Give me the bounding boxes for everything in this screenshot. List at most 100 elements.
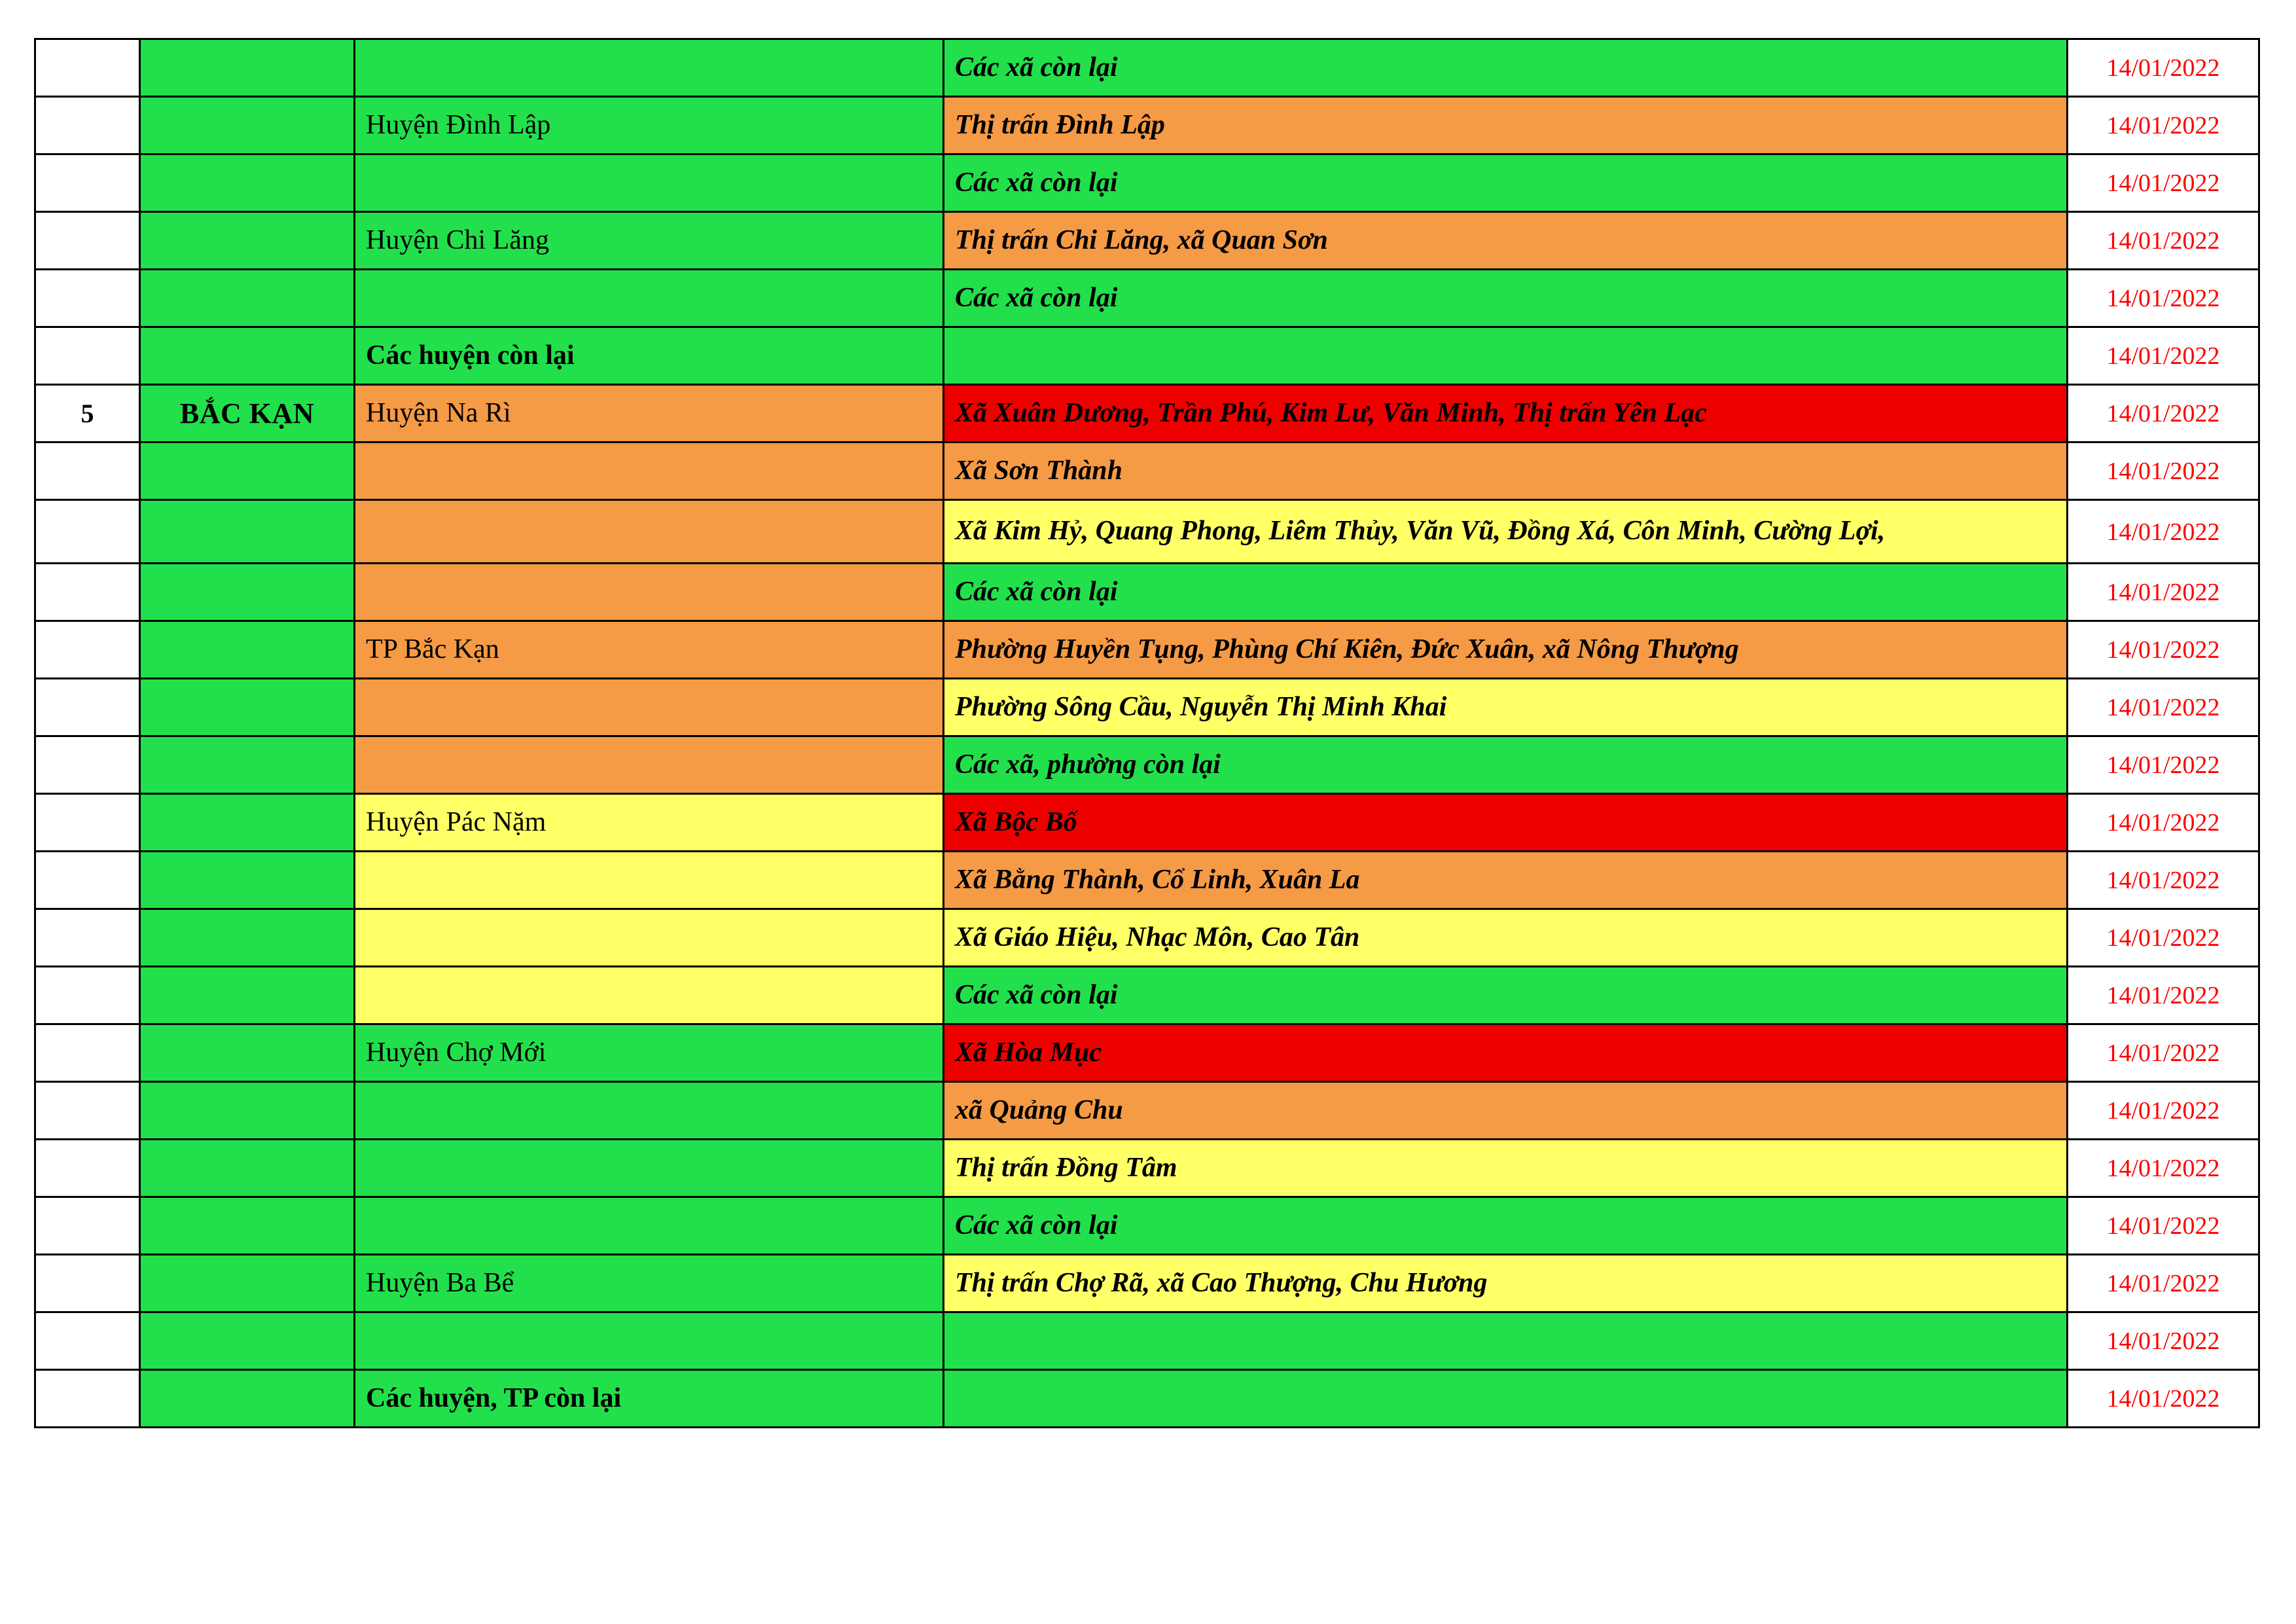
cell-index xyxy=(34,735,141,795)
cell-province xyxy=(139,268,355,328)
effective-date: 14/01/2022 xyxy=(2106,342,2220,370)
ward-list: Thị trấn Đình Lập xyxy=(955,109,1165,140)
cell-district xyxy=(353,562,944,622)
cell-province xyxy=(139,153,355,213)
cell-ward-list: Thị trấn Đồng Tâm xyxy=(942,1138,2068,1198)
cell-index xyxy=(34,620,141,679)
cell-date: 14/01/2022 xyxy=(2066,1311,2260,1371)
cell-index xyxy=(34,1311,141,1371)
cell-ward-list: Thị trấn Đình Lập xyxy=(942,96,2068,155)
cell-index: 5 xyxy=(34,384,141,443)
cell-province xyxy=(139,735,355,795)
cell-index xyxy=(34,1138,141,1198)
ward-list: Thị trấn Đồng Tâm xyxy=(955,1152,1177,1183)
cell-province xyxy=(139,1196,355,1255)
table-row: 5 BẮC KẠN Huyện Na Rì Xã Xuân Dương, Trần P… xyxy=(34,384,2260,443)
cell-district xyxy=(353,153,944,213)
effective-date: 14/01/2022 xyxy=(2106,579,2220,607)
cell-province xyxy=(139,793,355,852)
cell-index xyxy=(34,908,141,967)
cell-district xyxy=(353,908,944,967)
cell-date: 14/01/2022 xyxy=(2066,908,2260,967)
district-name xyxy=(357,529,942,534)
cell-district xyxy=(353,499,944,564)
cell-province xyxy=(139,908,355,967)
table-row: Xã Bằng Thành, Cổ Linh, Xuân La 14/01/202… xyxy=(34,850,2260,910)
cell-district: Huyện Ba Bể xyxy=(353,1254,944,1313)
risk-level-table: Các xã còn lại 14/01/2022 Huyện Đình Lập Th… xyxy=(34,38,2260,1428)
effective-date: 14/01/2022 xyxy=(2106,1155,2220,1183)
ward-list: Xã Kim Hỷ, Quang Phong, Liêm Thủy, Văn V… xyxy=(955,516,1886,547)
cell-index xyxy=(34,499,141,564)
ward-list: Phường Huyền Tụng, Phùng Chí Kiên, Đức X… xyxy=(955,634,1739,664)
cell-index xyxy=(34,1196,141,1255)
district-name xyxy=(357,878,942,883)
ward-list: Xã Xuân Dương, Trần Phú, Kim Lư, Văn Min… xyxy=(955,397,1707,428)
district-name: Huyện Chợ Mới xyxy=(366,1037,547,1068)
district-name xyxy=(357,705,942,710)
table-row: Các xã còn lại 14/01/2022 xyxy=(34,38,2260,98)
cell-district: TP Bắc Kạn xyxy=(353,620,944,679)
cell-district xyxy=(353,1196,944,1255)
table-row: xã Quảng Chu 14/01/2022 xyxy=(34,1081,2260,1140)
table-row: Các xã còn lại 14/01/2022 xyxy=(34,153,2260,213)
cell-date: 14/01/2022 xyxy=(2066,153,2260,213)
table-body: Các xã còn lại 14/01/2022 Huyện Đình Lập Th… xyxy=(34,38,2260,1428)
table-row: 14/01/2022 xyxy=(34,1311,2260,1371)
cell-district: Huyện Pác Nặm xyxy=(353,793,944,852)
cell-province: BẮC KẠN xyxy=(139,384,355,443)
cell-index xyxy=(34,1023,141,1083)
effective-date: 14/01/2022 xyxy=(2106,867,2220,895)
cell-date: 14/01/2022 xyxy=(2066,96,2260,155)
cell-province xyxy=(139,441,355,501)
cell-province xyxy=(139,211,355,270)
cell-province xyxy=(139,620,355,679)
table-row: Phường Sông Cầu, Nguyễn Thị Minh Khai 14/… xyxy=(34,677,2260,737)
table-row: Xã Kim Hỷ, Quang Phong, Liêm Thủy, Văn V… xyxy=(34,499,2260,564)
district-name: TP Bắc Kạn xyxy=(366,634,499,664)
effective-date: 14/01/2022 xyxy=(2106,227,2220,255)
cell-province xyxy=(139,1311,355,1371)
cell-date: 14/01/2022 xyxy=(2066,268,2260,328)
table-row: Xã Giáo Hiệu, Nhạc Môn, Cao Tân 14/01/202… xyxy=(34,908,2260,967)
cell-index xyxy=(34,211,141,270)
ward-list: Các xã, phường còn lại xyxy=(955,749,1221,780)
table-row: Các xã, phường còn lại 14/01/2022 xyxy=(34,735,2260,795)
effective-date: 14/01/2022 xyxy=(2106,54,2220,82)
province-name: BẮC KẠN xyxy=(179,397,315,429)
cell-ward-list: Xã Giáo Hiệu, Nhạc Môn, Cao Tân xyxy=(942,908,2068,967)
cell-ward-list xyxy=(942,1311,2068,1371)
cell-index xyxy=(34,441,141,501)
district-name xyxy=(357,1166,942,1171)
ward-list: Phường Sông Cầu, Nguyễn Thị Minh Khai xyxy=(955,691,1447,722)
cell-district: Các huyện còn lại xyxy=(353,326,944,386)
ward-list xyxy=(946,1396,2066,1401)
cell-province xyxy=(139,499,355,564)
cell-district xyxy=(353,1081,944,1140)
cell-ward-list: Xã Bộc Bố xyxy=(942,793,2068,852)
cell-index xyxy=(34,268,141,328)
district-name xyxy=(357,65,942,71)
cell-district xyxy=(353,735,944,795)
cell-ward-list: Xã Bằng Thành, Cổ Linh, Xuân La xyxy=(942,850,2068,910)
cell-date: 14/01/2022 xyxy=(2066,1254,2260,1313)
cell-date: 14/01/2022 xyxy=(2066,1196,2260,1255)
cell-index xyxy=(34,1081,141,1140)
effective-date: 14/01/2022 xyxy=(2106,400,2220,428)
district-name xyxy=(357,296,942,301)
cell-index xyxy=(34,562,141,622)
ward-list: Các xã còn lại xyxy=(955,52,1118,82)
cell-date: 14/01/2022 xyxy=(2066,499,2260,564)
ward-list: Các xã còn lại xyxy=(955,576,1118,607)
cell-date: 14/01/2022 xyxy=(2066,1081,2260,1140)
cell-province xyxy=(139,677,355,737)
cell-province xyxy=(139,1369,355,1428)
effective-date: 14/01/2022 xyxy=(2106,982,2220,1010)
cell-ward-list: Các xã, phường còn lại xyxy=(942,735,2068,795)
cell-date: 14/01/2022 xyxy=(2066,620,2260,679)
cell-index xyxy=(34,38,141,98)
cell-district xyxy=(353,965,944,1025)
cell-ward-list: Xã Xuân Dương, Trần Phú, Kim Lư, Văn Min… xyxy=(942,384,2068,443)
table-row: Các huyện, TP còn lại 14/01/2022 xyxy=(34,1369,2260,1428)
cell-ward-list xyxy=(942,1369,2068,1428)
